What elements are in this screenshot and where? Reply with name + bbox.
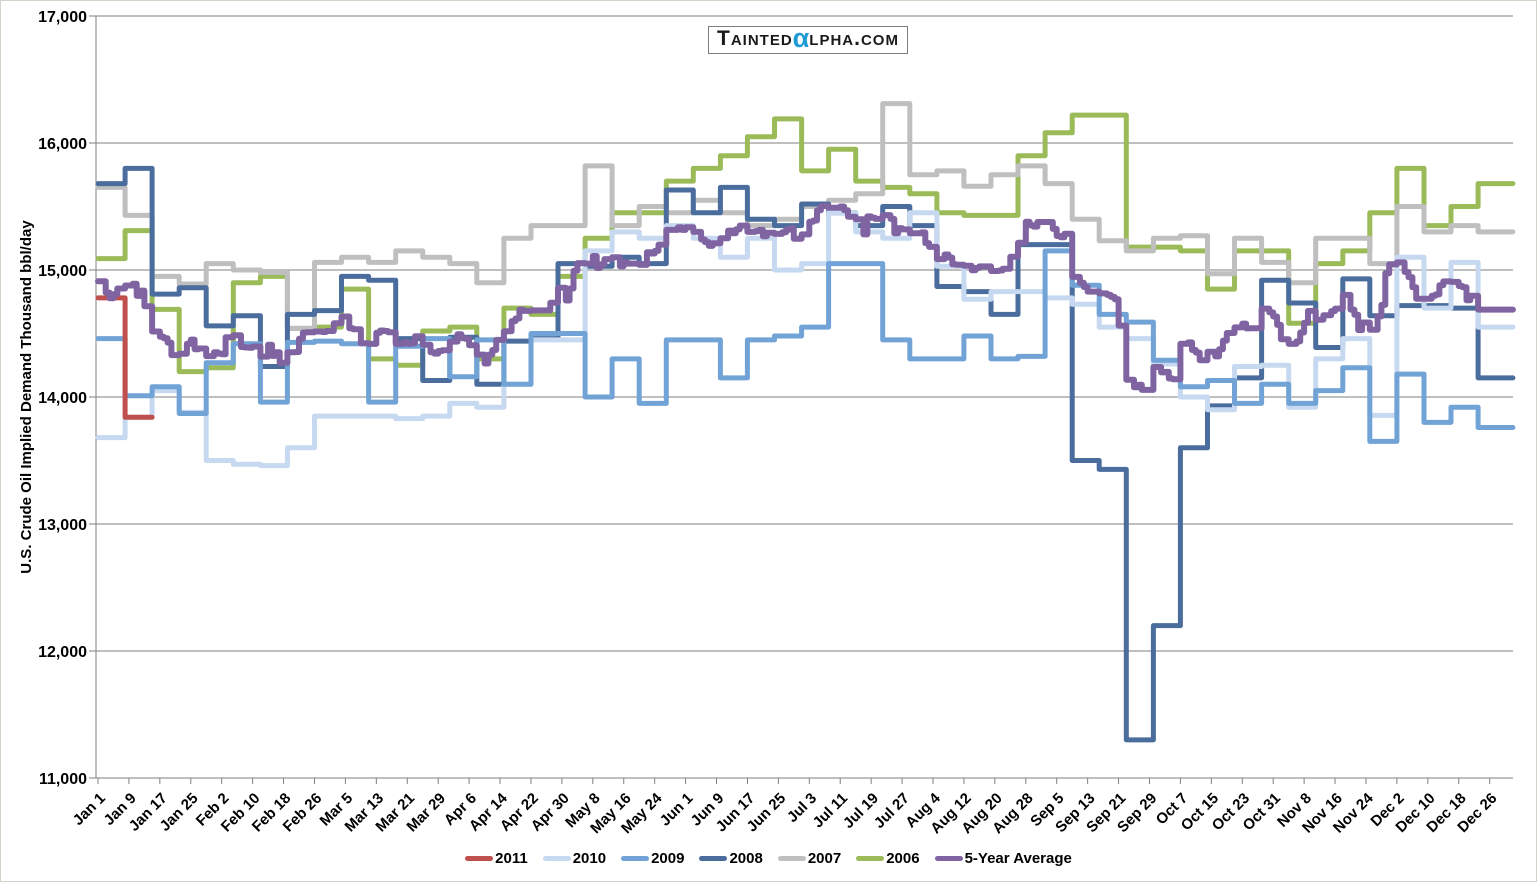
legend-swatch bbox=[856, 856, 885, 861]
legend-item-2010: 2010 bbox=[542, 850, 607, 867]
legend-label: 2009 bbox=[651, 850, 685, 867]
legend-swatch bbox=[777, 856, 806, 861]
legend-label: 2006 bbox=[886, 850, 920, 867]
series-2009-line bbox=[95, 248, 1516, 444]
y-tick-label: 11,000 bbox=[39, 771, 87, 788]
legend-label: 2008 bbox=[729, 850, 763, 867]
legend-item-2008: 2008 bbox=[699, 850, 763, 867]
legend-item-2007: 2007 bbox=[777, 850, 842, 867]
site-logo-text-left: Tainted bbox=[717, 27, 793, 50]
legend-swatch bbox=[542, 856, 571, 861]
x-tick-label: Jul 27 bbox=[871, 790, 913, 832]
legend-label: 5-Year Average bbox=[964, 850, 1072, 867]
y-axis-title: U.S. Crude Oil Implied Demand Thousand b… bbox=[18, 220, 35, 574]
legend-item-2009: 2009 bbox=[621, 850, 684, 867]
y-tick-label: 12,000 bbox=[38, 644, 87, 661]
series-2010-line bbox=[95, 210, 1516, 469]
series-2011-line bbox=[95, 295, 155, 420]
x-tick-label: Jun 1 bbox=[657, 790, 697, 830]
legend-label: 2010 bbox=[572, 850, 607, 867]
legend-swatch bbox=[699, 856, 728, 861]
legend-item-2006: 2006 bbox=[856, 850, 920, 867]
series-5-year-average-line bbox=[95, 203, 1516, 393]
y-tick-label: 15,000 bbox=[38, 263, 87, 280]
legend-label: 2011 bbox=[495, 850, 528, 867]
series-2007-line bbox=[95, 101, 1516, 331]
y-tick-label: 17,000 bbox=[38, 9, 87, 26]
y-tick-label: 16,000 bbox=[38, 136, 87, 153]
legend-swatch bbox=[465, 856, 494, 861]
legend-item-5-year-average: 5-Year Average bbox=[934, 850, 1072, 867]
legend-swatch bbox=[934, 856, 963, 861]
legend-item-2011: 2011 bbox=[465, 850, 528, 867]
y-tick-label: 14,000 bbox=[38, 390, 87, 407]
legend-label: 2007 bbox=[807, 850, 842, 867]
site-logo-text-right: lpha.com bbox=[809, 27, 899, 50]
x-tick-label: Jan 1 bbox=[70, 790, 109, 829]
site-logo: Taintedαlpha.com bbox=[708, 23, 908, 54]
y-tick-label: 13,000 bbox=[38, 517, 87, 534]
chart-legend: 2011 2010 2009 2008 2007 2006 5-Year Average bbox=[1, 850, 1536, 867]
series-2008-line bbox=[95, 165, 1516, 743]
legend-swatch bbox=[621, 856, 650, 861]
alpha-glyph: α bbox=[792, 23, 810, 53]
